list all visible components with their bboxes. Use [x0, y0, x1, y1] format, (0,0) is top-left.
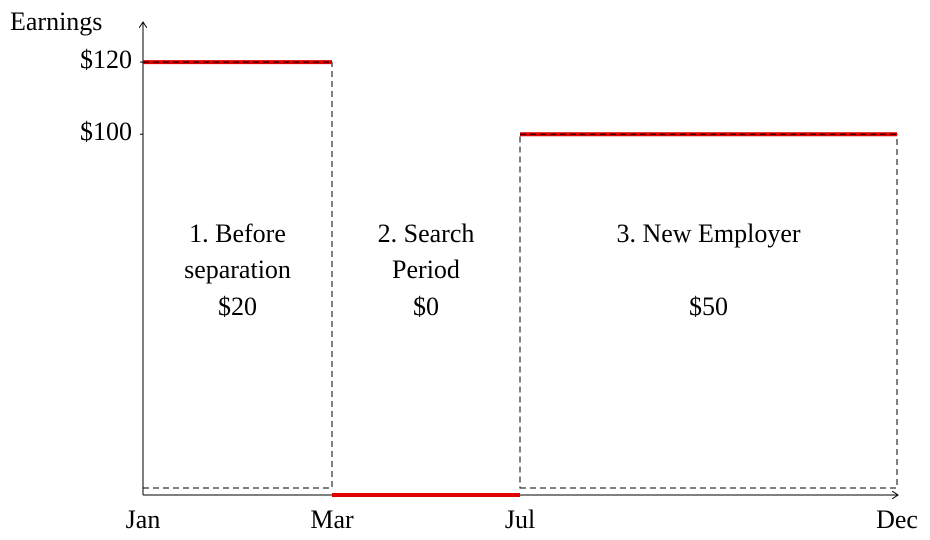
y-axis-label: Earnings: [10, 7, 102, 36]
period-label: 3. New Employer: [616, 219, 800, 248]
x-tick-label: Jan: [126, 505, 161, 534]
period-amount: $50: [689, 292, 728, 321]
y-tick-label: $120: [80, 45, 132, 74]
period-label: Period: [392, 255, 460, 284]
period-label: 2. Search: [378, 219, 475, 248]
y-tick-label: $100: [80, 117, 132, 146]
x-tick-label: Mar: [310, 505, 354, 534]
x-tick-label: Dec: [876, 505, 918, 534]
period-amount: $0: [413, 292, 439, 321]
period-label: separation: [184, 255, 291, 284]
x-tick-label: Jul: [505, 505, 535, 534]
period-label: 1. Before: [189, 219, 286, 248]
period-amount: $20: [218, 292, 257, 321]
